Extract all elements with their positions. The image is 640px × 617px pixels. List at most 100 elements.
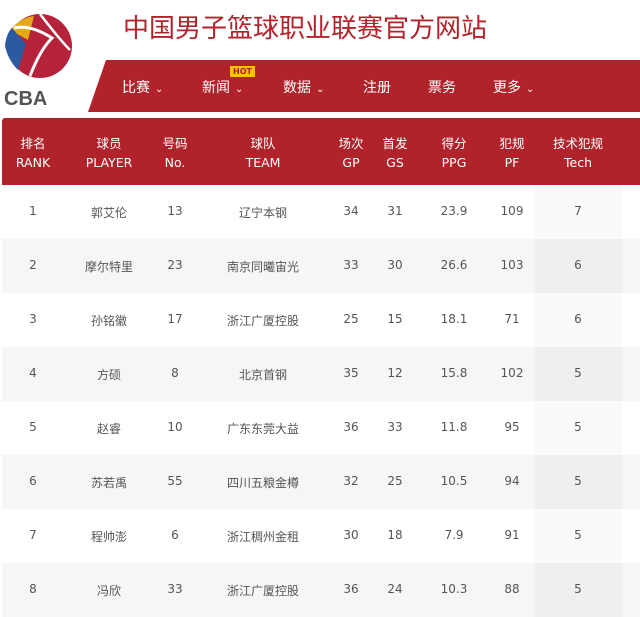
- cell-tech: 5: [574, 582, 582, 596]
- table-row[interactable]: 1 郭艾伦 13 辽宁本钢 34 31 23.9 109 7: [2, 185, 640, 239]
- column-header-gp[interactable]: 场次 GP: [338, 134, 363, 172]
- table-body: 1 郭艾伦 13 辽宁本钢 34 31 23.9 109 7 2 摩尔特里 23 南京同曦宙光 33 30 2…: [2, 185, 640, 617]
- cell-pf: 94: [504, 474, 520, 488]
- column-header-gs[interactable]: 首发 GS: [382, 134, 407, 172]
- cell-gs: 31: [387, 204, 403, 218]
- cell-player: 冯欣: [96, 584, 122, 598]
- table-row[interactable]: 7 程帅澎 6 浙江稠州金租 30 18 7.9 91 5: [2, 509, 640, 563]
- svg-text:CBA: CBA: [4, 88, 47, 110]
- nav-item-data[interactable]: 数据 ⌄: [283, 77, 324, 97]
- cell-gp: 34: [343, 204, 359, 218]
- cell-number: 33: [167, 582, 183, 596]
- column-header-en: PPG: [441, 155, 467, 170]
- column-header-cn: 排名: [20, 136, 46, 151]
- cell-ppg: 11.8: [440, 420, 468, 434]
- cell-number: 10: [167, 420, 183, 434]
- cell-team: 辽宁本钢: [238, 206, 288, 220]
- nav-item-more[interactable]: 更多 ⌄: [493, 77, 534, 97]
- cell-gp: 25: [343, 312, 359, 326]
- cell-ppg: 26.6: [440, 258, 468, 272]
- cell-gs: 12: [387, 366, 403, 380]
- table-header: 排名 RANK 球员 PLAYER 号码 No. 球队 TEAM 场次 GP 首发 GS 得分 PPG 犯规…: [2, 118, 640, 185]
- column-header-en: GS: [386, 155, 404, 170]
- site-title: 中国男子篮球职业联赛官方网站: [123, 14, 488, 44]
- cell-gp: 33: [343, 258, 359, 272]
- nav-label: 新闻: [202, 80, 230, 96]
- cell-gs: 24: [387, 582, 403, 596]
- sorted-column-highlight: [535, 509, 623, 563]
- nav-item-news[interactable]: 新闻 ⌄: [202, 77, 243, 97]
- nav-item-match[interactable]: 比赛 ⌄: [122, 77, 163, 97]
- column-header-cn: 球员: [96, 136, 122, 151]
- cell-pf: 95: [504, 420, 520, 434]
- table-row[interactable]: 6 苏若禹 55 四川五粮金樽 32 25 10.5 94 5: [2, 455, 640, 509]
- cell-rank: 4: [29, 366, 37, 380]
- table-row[interactable]: 3 孙铭徽 17 浙江广厦控股 25 15 18.1 71 6: [2, 293, 640, 347]
- column-header-cn: 犯规: [499, 136, 525, 151]
- cba-logo[interactable]: CBA: [0, 10, 75, 110]
- cell-team: 浙江广厦控股: [226, 584, 300, 598]
- cell-team: 浙江广厦控股: [226, 314, 300, 328]
- cell-ppg: 10.5: [440, 474, 468, 488]
- chevron-down-icon: ⌄: [526, 84, 535, 95]
- cell-number: 55: [167, 474, 183, 488]
- column-header-cn: 首发: [382, 136, 408, 151]
- cell-tech: 5: [574, 366, 582, 380]
- sorted-column-highlight: [535, 401, 623, 455]
- nav-item-tickets[interactable]: 票务: [428, 77, 456, 97]
- cell-pf: 91: [504, 528, 520, 542]
- cell-rank: 6: [29, 474, 37, 488]
- sorted-column-highlight: [535, 563, 623, 617]
- cell-gp: 35: [343, 366, 359, 380]
- stats-table: 排名 RANK 球员 PLAYER 号码 No. 球队 TEAM 场次 GP 首发 GS 得分 PPG 犯规…: [2, 118, 640, 617]
- cell-rank: 3: [29, 312, 37, 326]
- column-header-cn: 球队: [250, 136, 276, 151]
- column-header-number[interactable]: 号码 No.: [162, 134, 187, 172]
- column-header-team[interactable]: 球队 TEAM: [246, 134, 281, 172]
- chevron-down-icon: ⌄: [316, 84, 325, 95]
- cell-rank: 5: [29, 420, 37, 434]
- cell-number: 8: [171, 366, 179, 380]
- cell-gs: 18: [387, 528, 403, 542]
- column-header-ppg[interactable]: 得分 PPG: [441, 134, 466, 172]
- cell-ppg: 10.3: [440, 582, 468, 596]
- column-header-cn: 技术犯规: [552, 136, 604, 151]
- cell-tech: 6: [574, 258, 582, 272]
- sorted-column-highlight: [535, 347, 623, 401]
- cell-player: 郭艾伦: [90, 206, 128, 220]
- cell-player: 赵睿: [96, 422, 122, 436]
- cell-tech: 7: [574, 204, 582, 218]
- cell-player: 方硕: [96, 368, 122, 382]
- cell-pf: 109: [500, 204, 524, 218]
- cell-number: 23: [167, 258, 183, 272]
- sorted-column-highlight: [535, 185, 623, 239]
- nav-label: 票务: [428, 80, 456, 96]
- column-header-tech[interactable]: 技术犯规 Tech: [553, 134, 603, 172]
- column-header-pf[interactable]: 犯规 PF: [499, 134, 524, 172]
- column-header-en: PLAYER: [85, 155, 133, 170]
- cell-team: 四川五粮金樽: [226, 476, 300, 490]
- cell-number: 13: [167, 204, 183, 218]
- cell-player: 孙铭徽: [90, 314, 128, 328]
- cell-player: 程帅澎: [90, 530, 128, 544]
- column-header-player[interactable]: 球员 PLAYER: [86, 134, 133, 172]
- table-row[interactable]: 8 冯欣 33 浙江广厦控股 36 24 10.3 88 5: [2, 563, 640, 617]
- cell-gs: 30: [387, 258, 403, 272]
- column-header-rank[interactable]: 排名 RANK: [16, 134, 50, 172]
- table-row[interactable]: 5 赵睿 10 广东东莞大益 36 33 11.8 95 5: [2, 401, 640, 455]
- cell-number: 6: [171, 528, 179, 542]
- cell-gp: 32: [343, 474, 359, 488]
- table-row[interactable]: 2 摩尔特里 23 南京同曦宙光 33 30 26.6 103 6: [2, 239, 640, 293]
- table-row[interactable]: 4 方硕 8 北京首钢 35 12 15.8 102 5: [2, 347, 640, 401]
- cell-rank: 8: [29, 582, 37, 596]
- cell-ppg: 15.8: [440, 366, 468, 380]
- hot-badge: HOT: [230, 66, 255, 77]
- nav-item-register[interactable]: 注册: [363, 77, 391, 97]
- cell-gp: 36: [343, 420, 359, 434]
- nav-label: 注册: [363, 80, 391, 96]
- column-header-en: TEAM: [245, 155, 281, 170]
- column-header-en: RANK: [15, 155, 51, 170]
- chevron-down-icon: ⌄: [155, 84, 164, 95]
- nav-label: 比赛: [122, 80, 150, 96]
- cell-rank: 1: [29, 204, 37, 218]
